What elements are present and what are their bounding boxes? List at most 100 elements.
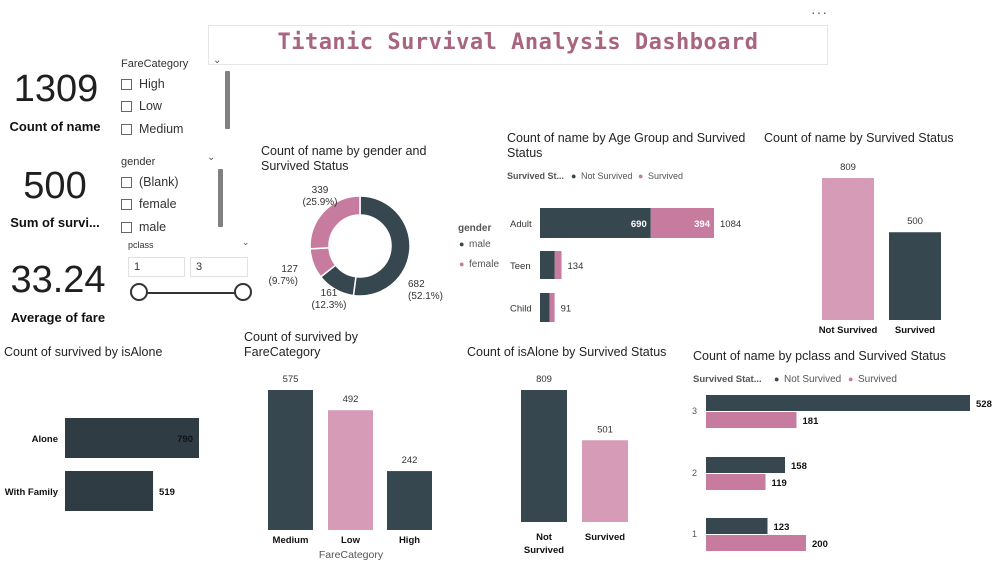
isalone-status-category: Not Survived bbox=[524, 532, 564, 556]
age-bar-survived bbox=[549, 293, 555, 322]
dashboard-title: Titanic Survival Analysis Dashboard bbox=[277, 30, 759, 55]
checkbox-icon[interactable] bbox=[121, 101, 132, 113]
pclass-max-input[interactable]: 3 bbox=[190, 257, 248, 277]
kpi-count-name-value: 1309 bbox=[13, 68, 99, 110]
fare-option-low[interactable]: Low bbox=[121, 99, 162, 113]
pclass-category-label: 2 bbox=[692, 468, 697, 478]
isalone-chart-title: Count of survived by isAlone bbox=[4, 345, 163, 359]
checkbox-icon[interactable] bbox=[121, 124, 132, 136]
donut-slice-label: 339 bbox=[312, 185, 329, 196]
kpi-sum-survived-label: Sum of survi... bbox=[10, 215, 100, 230]
gender-option-male[interactable]: male bbox=[121, 220, 166, 234]
pclass-min-input[interactable]: 1 bbox=[128, 257, 185, 277]
donut-slice-label: 161 bbox=[321, 288, 338, 299]
checkbox-icon[interactable] bbox=[121, 199, 132, 211]
pclass-bar-survived bbox=[706, 474, 766, 490]
gender-donut-title: Count of name by gender and Survived Sta… bbox=[261, 144, 427, 173]
isalone-status-category: Survived bbox=[585, 532, 625, 543]
pclass-value-not-survived: 123 bbox=[774, 522, 790, 533]
fare-chart-title: Count of survived by FareCategory bbox=[244, 330, 358, 359]
pclass-category-label: 1 bbox=[692, 529, 697, 539]
isalone-status-value: 501 bbox=[597, 424, 613, 435]
pclass-slicer-chevron-down-icon[interactable]: ⌄ bbox=[242, 237, 250, 247]
gender-option-blank[interactable]: (Blank) bbox=[121, 175, 179, 189]
isalone-status-chart-title: Count of isAlone by Survived Status bbox=[467, 345, 667, 359]
age-bar-not-survived bbox=[540, 293, 550, 322]
survived-status-bar bbox=[822, 178, 874, 320]
age-legend-title: Survived St... bbox=[507, 171, 564, 181]
donut-slice-pct: (52.1%) bbox=[408, 291, 443, 302]
age-total-label: 134 bbox=[568, 261, 584, 272]
pclass-category-label: 3 bbox=[692, 406, 697, 416]
fare-option-medium[interactable]: Medium bbox=[121, 122, 183, 136]
survived-status-category: Survived bbox=[895, 325, 935, 336]
pclass-slicer-title: pclass bbox=[128, 240, 154, 250]
gender-slicer-chevron-down-icon[interactable]: ⌄ bbox=[207, 152, 216, 163]
checkbox-icon[interactable] bbox=[121, 222, 132, 234]
age-segment-label: 394 bbox=[694, 219, 711, 230]
donut-slice bbox=[352, 195, 411, 297]
survived-status-chart-title: Count of name by Survived Status bbox=[764, 131, 954, 145]
pclass-value-not-survived: 528 bbox=[976, 399, 992, 410]
fare-x-axis-label: FareCategory bbox=[319, 549, 384, 561]
isalone-value: 519 bbox=[159, 487, 175, 498]
legend-marker: ● bbox=[774, 374, 779, 384]
survived-status-value: 500 bbox=[907, 216, 923, 227]
pclass-legend-survived: Survived bbox=[858, 374, 897, 385]
fare-category: Medium bbox=[273, 535, 309, 546]
donut-slice-pct: (9.7%) bbox=[269, 276, 298, 287]
legend-marker: ● bbox=[848, 374, 853, 384]
pclass-value-survived: 200 bbox=[812, 539, 828, 550]
survived-status-category: Not Survived bbox=[819, 325, 878, 336]
donut-slice bbox=[309, 195, 361, 250]
pclass-bar-survived bbox=[706, 412, 797, 428]
age-bar-not-survived bbox=[540, 251, 555, 279]
fare-slicer-scrollbar[interactable] bbox=[225, 71, 230, 129]
fare-option-high[interactable]: High bbox=[121, 77, 165, 91]
fare-slicer-chevron-down-icon[interactable]: ⌄ bbox=[213, 55, 222, 66]
age-category-label: Adult bbox=[510, 219, 532, 230]
isalone-bar bbox=[65, 471, 154, 511]
age-group-chart-title: Count of name by Age Group and Survived … bbox=[507, 131, 746, 160]
pclass-slider-track bbox=[139, 292, 243, 294]
more-options-icon[interactable]: ··· bbox=[811, 4, 828, 20]
pclass-legend-not-survived: Not Survived bbox=[784, 374, 841, 385]
gender-slicer-scrollbar[interactable] bbox=[218, 169, 223, 227]
pclass-bar-not-survived bbox=[706, 457, 785, 473]
fare-bar bbox=[387, 471, 432, 530]
survived-status-value: 809 bbox=[840, 162, 856, 173]
pclass-value-survived: 181 bbox=[803, 416, 820, 427]
isalone-status-bar bbox=[521, 390, 567, 522]
legend-marker: ● bbox=[459, 239, 464, 249]
legend-marker: ● bbox=[459, 259, 464, 269]
age-category-label: Teen bbox=[510, 261, 531, 272]
fare-category: High bbox=[399, 535, 420, 546]
age-bar-survived bbox=[554, 251, 562, 279]
fare-slicer-title: FareCategory bbox=[121, 58, 189, 70]
age-total-label: 1084 bbox=[720, 219, 741, 230]
age-total-label: 91 bbox=[561, 304, 572, 315]
gender-slicer-title: gender bbox=[121, 156, 156, 168]
pclass-value-not-survived: 158 bbox=[791, 461, 807, 472]
age-segment-label: 690 bbox=[631, 219, 647, 230]
pclass-chart-title: Count of name by pclass and Survived Sta… bbox=[693, 349, 946, 363]
kpi-avg-fare-value: 33.24 bbox=[10, 259, 106, 301]
survived-status-bar bbox=[889, 232, 941, 320]
pclass-slider-min-handle[interactable] bbox=[130, 283, 148, 301]
checkbox-icon[interactable] bbox=[121, 79, 132, 91]
isalone-value: 790 bbox=[177, 434, 193, 445]
checkbox-icon[interactable] bbox=[121, 177, 132, 189]
age-legend-survived: Survived bbox=[648, 171, 683, 181]
pclass-slider-max-handle[interactable] bbox=[234, 283, 252, 301]
kpi-sum-survived-value: 500 bbox=[23, 165, 87, 207]
age-bar-survived bbox=[650, 208, 714, 238]
gender-option-female[interactable]: female bbox=[121, 197, 177, 211]
isalone-category-label: Alone bbox=[32, 434, 58, 445]
kpi-count-name-label: Count of name bbox=[9, 119, 101, 134]
fare-category: Low bbox=[341, 535, 361, 546]
gender-legend-title: gender bbox=[458, 223, 491, 234]
isalone-bar bbox=[65, 418, 199, 458]
donut-slice-pct: (12.3%) bbox=[311, 300, 346, 311]
gender-legend-item: male bbox=[469, 239, 491, 250]
pclass-bar-not-survived bbox=[706, 518, 768, 534]
